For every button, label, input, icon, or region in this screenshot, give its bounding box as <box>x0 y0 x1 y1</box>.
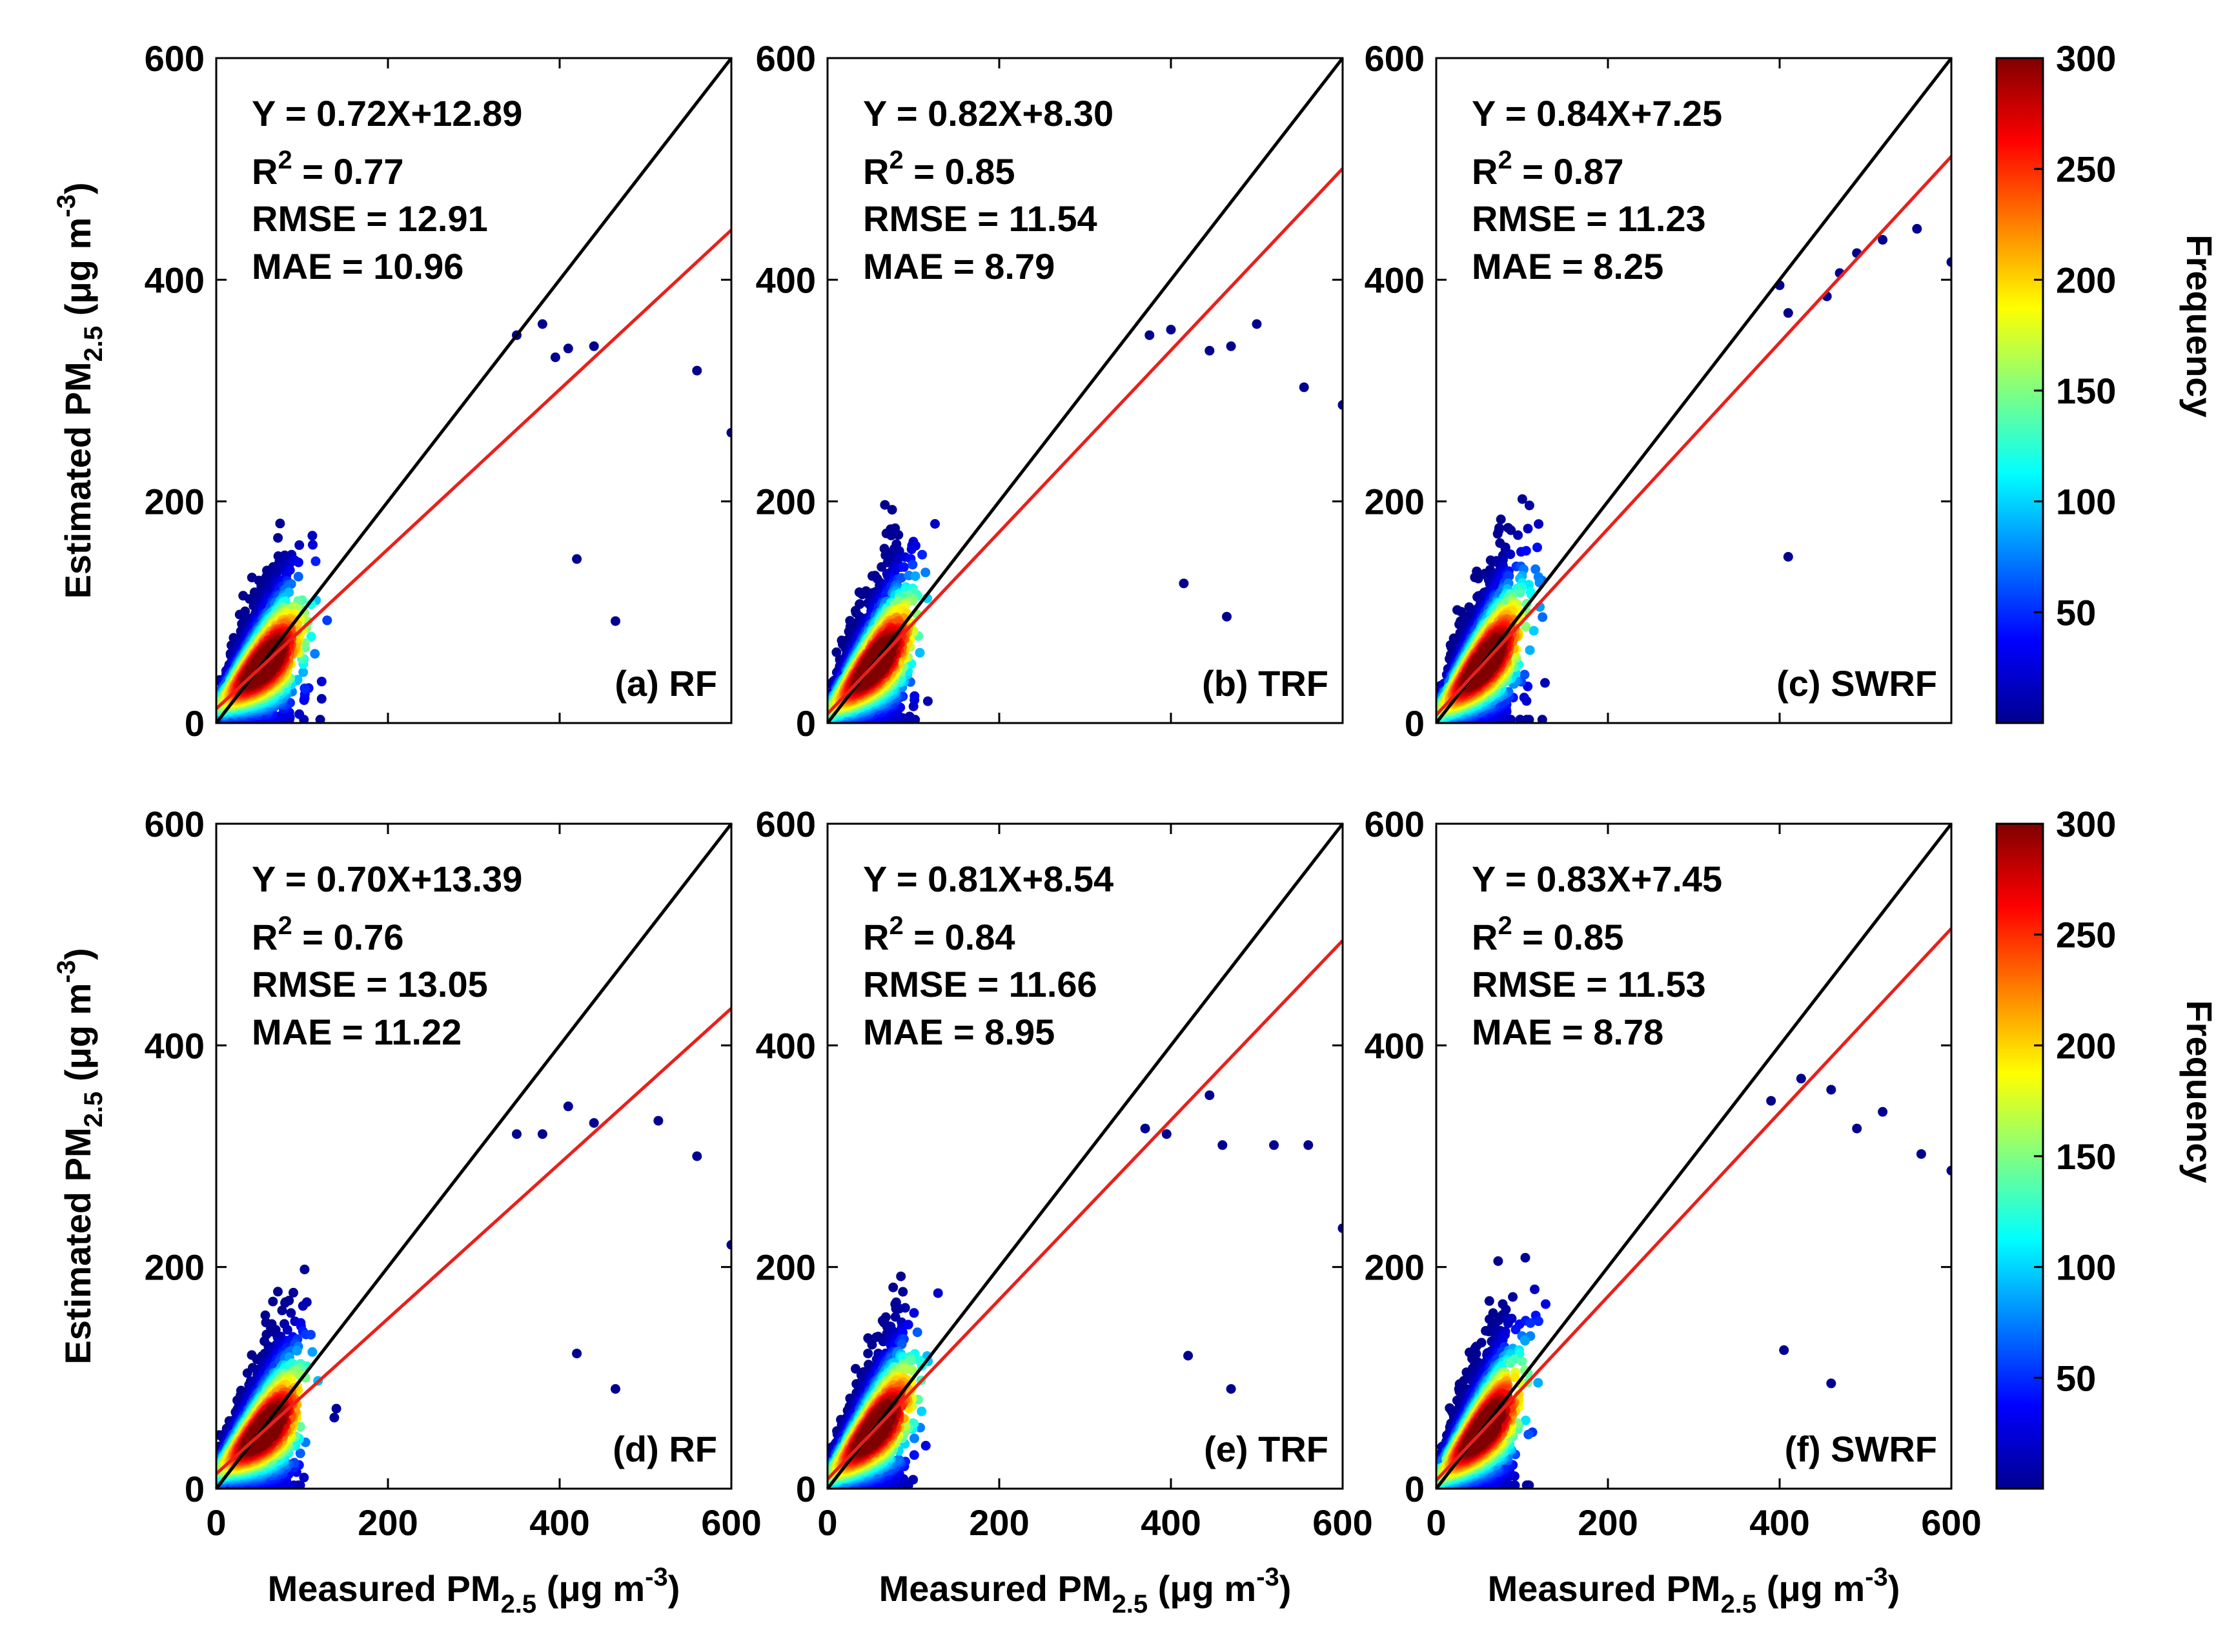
scatter-point <box>293 557 303 567</box>
scatter-point <box>308 540 318 550</box>
panels-layer: 0 200 400 600 Y = 0.72X+12.89 R2 = 0.77 RMSE =… <box>145 38 1982 1543</box>
panel-frame <box>215 57 733 724</box>
scatter-point <box>908 560 918 570</box>
panel-a: 0 200 400 600 Y = 0.72X+12.89 R2 = 0.77 RMSE =… <box>145 38 733 744</box>
scatter-point-outlier <box>563 343 573 354</box>
annotation-r2-superscript: 2 <box>278 146 292 174</box>
annotation-equation: Y = 0.72X+12.89 <box>252 93 522 134</box>
scatter-point <box>310 556 321 566</box>
scatter-point-outlier <box>572 554 582 564</box>
scatter-point-outlier <box>692 365 702 376</box>
scatter-point <box>298 667 309 677</box>
scatter-point <box>293 571 303 582</box>
annotation-r2-value: = 0.77 <box>292 151 404 192</box>
scatter-point-outlier <box>550 352 560 362</box>
scatter-point-outlier <box>611 616 620 626</box>
scatter-point <box>307 531 318 541</box>
scatter-point <box>930 519 940 529</box>
scatter-point <box>920 567 931 578</box>
y-tick-label: 400 <box>145 260 205 300</box>
scatter-point-outlier <box>726 427 731 438</box>
scatter-point <box>322 615 332 626</box>
scatter-point <box>894 546 904 556</box>
scatter-point <box>922 696 933 706</box>
scatter-point <box>315 715 325 723</box>
scatter-point <box>893 530 904 540</box>
scatter-point <box>899 562 909 572</box>
scatter-point <box>316 677 327 687</box>
reference-line-1to1 <box>215 57 733 724</box>
scatter-point <box>887 505 897 515</box>
y-tick-label: 600 <box>145 38 205 79</box>
scatter-point <box>855 599 865 609</box>
annotation-rmse: RMSE = 12.91 <box>252 198 488 239</box>
y-tick-label: 0 <box>185 703 205 744</box>
annotation-r2-symbol: R <box>252 151 278 192</box>
scatter-point <box>286 579 296 589</box>
panel-label: (a) RF <box>615 663 717 704</box>
scatter-point <box>300 683 310 693</box>
scatter-point <box>886 531 897 540</box>
scatter-point <box>917 549 928 560</box>
y-tick-label: 200 <box>145 482 205 522</box>
scatter-point <box>831 647 842 657</box>
scatter-point <box>273 533 283 543</box>
scatter-point <box>310 649 320 659</box>
scatter-point <box>316 694 327 704</box>
scatter-point <box>294 540 305 550</box>
scatter-point <box>910 571 920 581</box>
scatter-point-outlier <box>589 341 599 351</box>
annotation-r2: R2 = 0.77 <box>252 146 404 192</box>
scatter-point <box>306 631 316 642</box>
scatter-point <box>880 500 890 510</box>
scatter-point <box>294 709 305 719</box>
scatter-point <box>240 606 250 617</box>
scatter-point <box>915 648 925 658</box>
scatter-point <box>275 518 285 529</box>
annotation-mae: MAE = 10.96 <box>252 246 463 287</box>
scatter-point <box>896 573 906 583</box>
scatter-point <box>911 540 920 551</box>
regression-fit-line <box>216 229 731 710</box>
scatter-point-outlier <box>537 319 547 329</box>
scatter-point <box>910 691 920 701</box>
